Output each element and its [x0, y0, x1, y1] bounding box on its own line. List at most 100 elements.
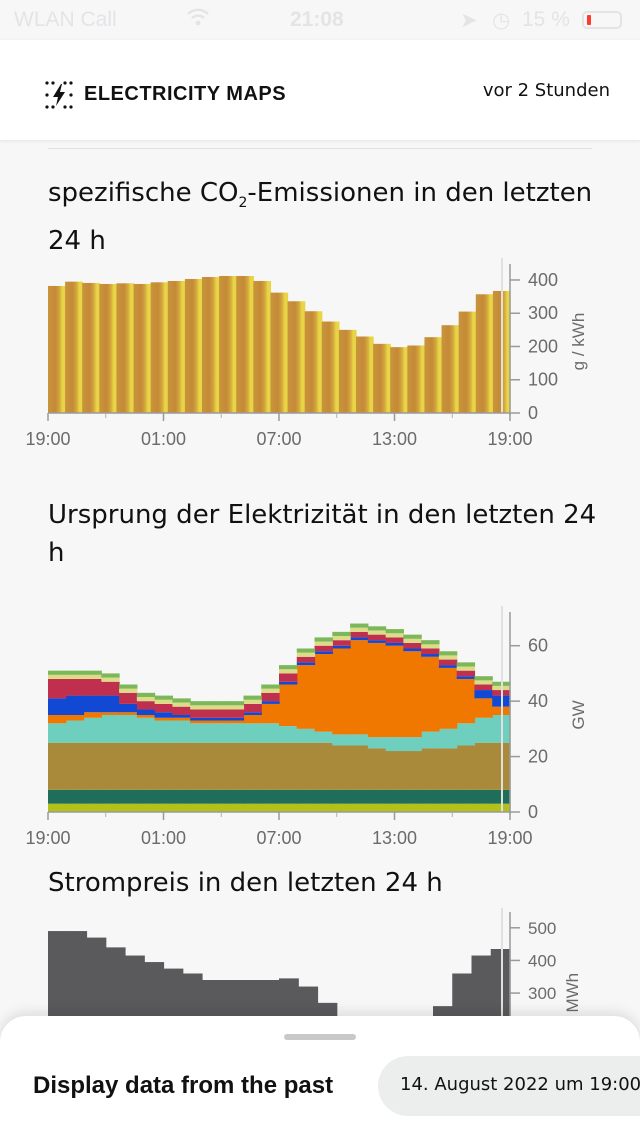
origin-area-segment — [225, 789, 245, 804]
origin-area-segment — [172, 706, 191, 715]
co2-title-main: spezifische CO — [48, 178, 239, 208]
origin-area-segment — [172, 803, 191, 812]
origin-area-segment — [332, 789, 351, 804]
origin-area-segment — [65, 720, 85, 743]
origin-area-segment — [314, 654, 333, 732]
origin-area-segment — [350, 631, 369, 638]
origin-area-segment — [350, 734, 369, 746]
origin-area-segment — [225, 709, 245, 718]
origin-area-segment — [279, 673, 298, 682]
sheet-drag-handle[interactable] — [284, 1034, 356, 1040]
origin-area-segment — [243, 715, 262, 724]
origin-area-segment — [367, 789, 387, 804]
y-tick-label: 400 — [528, 951, 556, 970]
origin-area-segment — [403, 803, 422, 812]
origin-area-segment — [456, 670, 476, 677]
origin-area-segment — [48, 698, 67, 715]
origin-area-segment — [119, 715, 138, 743]
y-tick-label: 40 — [528, 691, 548, 711]
origin-area-segment — [279, 789, 298, 804]
y-tick-label: 300 — [528, 984, 556, 1003]
origin-area-segment — [350, 745, 369, 790]
origin-area-segment — [456, 789, 476, 804]
x-tick-label: 13:00 — [372, 429, 417, 449]
origin-area-segment — [438, 655, 458, 660]
origin-area-segment — [279, 665, 298, 670]
origin-area-segment — [243, 699, 262, 704]
price-bar — [471, 955, 492, 1016]
price-bar — [433, 1006, 453, 1016]
origin-area-segment — [314, 637, 333, 642]
origin-area-segment — [136, 717, 156, 743]
origin-area-segment — [48, 678, 67, 699]
y-tick-label: 200 — [528, 336, 558, 356]
origin-area-segment — [207, 789, 227, 804]
origin-area-segment — [243, 789, 262, 804]
origin-area-segment — [190, 789, 209, 804]
origin-area-segment — [119, 742, 138, 790]
origin-area-segment — [261, 742, 280, 790]
origin-area-segment — [367, 748, 387, 790]
origin-area-segment — [279, 742, 298, 790]
origin-area-segment — [403, 751, 422, 790]
origin-area-segment — [154, 720, 173, 743]
price-bar — [125, 955, 145, 1016]
origin-area-segment — [421, 731, 440, 749]
status-bar: WLAN Call 21:08 ➤ ◷ 15 % — [0, 0, 640, 40]
origin-area-segment — [474, 742, 493, 790]
origin-area-segment — [172, 717, 191, 721]
origin-area-segment — [403, 648, 422, 652]
origin-area-segment — [190, 720, 209, 724]
y-tick-label: 0 — [528, 403, 538, 423]
origin-area-segment — [456, 662, 476, 667]
origin-area-segment — [83, 742, 102, 790]
y-tick-label: 400 — [528, 270, 558, 290]
origin-area-segment — [136, 709, 156, 715]
co2-bar — [65, 281, 83, 413]
origin-area-segment — [332, 648, 351, 735]
co2-bar — [304, 311, 323, 413]
origin-area-segment — [83, 678, 102, 696]
origin-area-segment — [65, 742, 85, 790]
origin-area-segment — [314, 742, 333, 790]
y-axis-unit: g / kWh — [569, 313, 588, 371]
origin-area-segment — [367, 803, 387, 812]
origin-area-segment — [332, 640, 351, 646]
origin-area-segment — [172, 789, 191, 804]
origin-area-segment — [48, 803, 67, 812]
origin-area-segment — [154, 803, 173, 812]
origin-area-segment — [207, 803, 227, 812]
bottom-sheet[interactable]: Display data from the past 14. August 20… — [0, 1016, 640, 1136]
last-updated: vor 2 Stunden — [482, 80, 610, 101]
origin-area-segment — [225, 723, 245, 743]
origin-area-segment — [65, 789, 85, 804]
origin-area-segment — [456, 723, 476, 746]
co2-bar — [133, 283, 152, 413]
price-bar — [279, 978, 299, 1016]
origin-area-segment — [225, 742, 245, 790]
origin-area-segment — [474, 717, 493, 743]
origin-area-segment — [261, 684, 280, 689]
origin-area-segment — [83, 789, 102, 804]
origin-area-segment — [438, 667, 458, 729]
origin-area-segment — [101, 681, 120, 696]
origin-area-segment — [385, 751, 404, 790]
y-axis-unit: € / MWh — [563, 973, 582, 1016]
origin-area-segment — [225, 701, 245, 706]
origin-area-segment — [154, 703, 173, 713]
origin-area-segment — [136, 701, 156, 710]
price-bar — [105, 947, 126, 1016]
origin-area-segment — [65, 715, 85, 721]
co2-bar — [202, 276, 220, 413]
co2-bar — [99, 283, 118, 413]
origin-area-segment — [403, 651, 422, 738]
price-bar — [163, 968, 184, 1016]
origin-area-segment — [474, 789, 493, 804]
origin-area-segment — [83, 670, 102, 675]
date-picker[interactable]: 14. August 2022 um 19:00 — [378, 1056, 640, 1116]
origin-area-segment — [421, 654, 440, 657]
origin-area-segment — [385, 803, 404, 812]
origin-area-segment — [350, 623, 369, 628]
lightning-logo-icon — [44, 80, 74, 110]
y-tick-label: 500 — [528, 919, 556, 938]
